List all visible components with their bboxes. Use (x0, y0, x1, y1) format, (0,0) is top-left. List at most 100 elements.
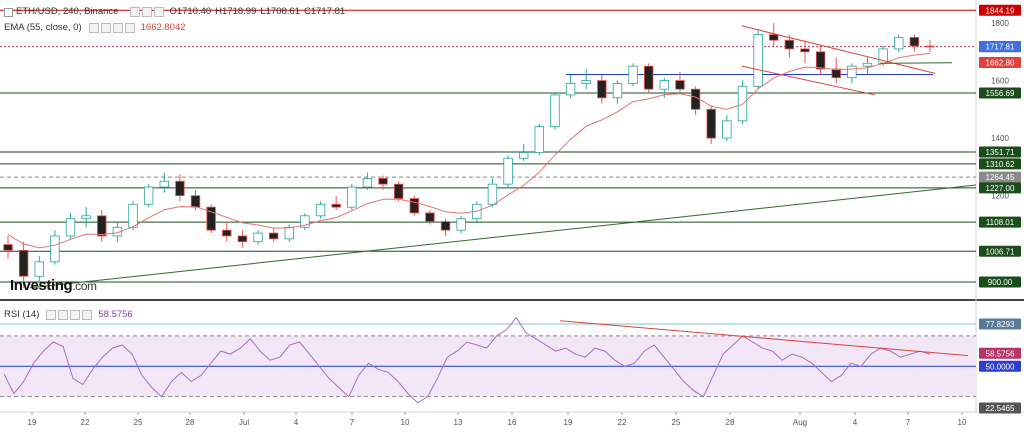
date-tick-label: Jul (239, 418, 249, 427)
candle-body (831, 68, 841, 79)
price-badge-5 (979, 87, 1021, 99)
candle-body (503, 157, 513, 185)
date-tick-label: 25 (134, 418, 143, 427)
price-badge-label-6: 1351.71 (986, 148, 1015, 157)
date-tick-label: 25 (672, 418, 681, 427)
price-badge-3 (979, 56, 1021, 68)
rsi-settings-icon[interactable] (58, 310, 69, 320)
rsi-badge-label-1: 58.5756 (986, 349, 1015, 358)
channel-lower[interactable] (741, 65, 876, 96)
candle-body (159, 180, 169, 188)
price-tick-label: 1400 (991, 134, 1009, 143)
price-badge-6 (979, 146, 1021, 158)
price-badge-10 (979, 216, 1021, 228)
candle-body (722, 120, 732, 139)
rsi-more-icon[interactable] (82, 310, 93, 320)
ema-close-icon[interactable] (112, 23, 123, 33)
candle-body (393, 183, 404, 199)
candle-body (753, 34, 763, 87)
candle-body (237, 235, 248, 243)
candle-body (143, 186, 154, 205)
rsi-badge-label-3: 22.5465 (986, 404, 1015, 413)
eye-icon[interactable] (130, 7, 141, 17)
date-tick-label: 22 (81, 418, 90, 427)
rsi-badge-1 (979, 347, 1021, 359)
candle-body (65, 218, 76, 237)
candle-body (737, 85, 748, 122)
date-tick-label: 7 (350, 418, 355, 427)
rsi-badge-label-2: 50.0000 (986, 362, 1015, 371)
rsi-legend: RSI (14) 58.5756 (4, 309, 133, 321)
date-tick-label: 10 (401, 418, 410, 427)
candle-body (362, 177, 373, 188)
date-tick-label: 19 (564, 418, 573, 427)
candle-body (18, 249, 29, 277)
date-tick-label: 28 (186, 418, 195, 427)
price-badge-label-11: 1006.71 (986, 247, 1015, 256)
candle-body (331, 203, 341, 208)
settings-icon[interactable] (142, 7, 153, 17)
rsi-value: 58.5756 (98, 309, 133, 320)
date-tick-label: 10 (958, 418, 967, 427)
candle-body (347, 186, 357, 208)
price-badge-11 (979, 245, 1021, 257)
candle-body (628, 65, 638, 84)
candle-body (565, 83, 576, 96)
ema-settings-icon[interactable] (100, 23, 111, 33)
rsi-trendline[interactable] (559, 320, 969, 357)
rsi-line[interactable] (3, 316, 931, 404)
rsi-eye-icon[interactable] (46, 310, 57, 320)
rsi-badge-3 (979, 402, 1021, 414)
date-tick-label: 7 (906, 418, 911, 427)
ohlc-open: O1710.40 (169, 6, 212, 17)
candle-body (894, 36, 904, 50)
date-tick-label: 19 (28, 418, 37, 427)
ema-legend: EMA (55, close, 0) 1662.8042 (4, 22, 186, 34)
price-badge-9 (979, 182, 1021, 194)
long-trendline[interactable] (29, 184, 977, 289)
price-badge-label-2: 1717.81 (986, 43, 1015, 52)
candle-body (581, 80, 591, 84)
collapse-icon[interactable] (4, 7, 13, 17)
candle-body (81, 215, 91, 220)
price-tick-label: 1800 (991, 19, 1009, 28)
candle-body (315, 203, 326, 217)
price-badge-2 (979, 41, 1021, 53)
price-badge-12 (979, 276, 1021, 288)
date-tick-label: 28 (726, 418, 735, 427)
price-badge-label-10: 1108.01 (986, 218, 1015, 227)
ohlc-close: C1717.81 (304, 6, 346, 17)
candle-body (50, 235, 60, 263)
price-badge-label-3: 1662.80 (986, 58, 1015, 67)
candle-body (487, 183, 498, 205)
price-badge-0 (979, 4, 1021, 16)
symbol-label: ETH/USD, 240, Binance (16, 6, 119, 17)
candle-body (456, 218, 466, 231)
candle-body (378, 177, 388, 185)
candle-body (97, 215, 107, 237)
candle-body (769, 34, 779, 41)
candle-body (440, 221, 451, 231)
price-badge-8 (979, 171, 1021, 183)
candle-body (253, 232, 263, 243)
candle-body (425, 212, 435, 222)
ema-line[interactable] (7, 52, 931, 249)
candle-body (597, 80, 607, 99)
more-icon[interactable] (154, 7, 165, 17)
ema-eye-icon[interactable] (88, 23, 99, 33)
short-green-segment[interactable] (879, 62, 953, 64)
date-tick-label: 16 (508, 418, 517, 427)
rsi-badge-2 (979, 360, 1021, 372)
candle-body (3, 244, 13, 251)
candle-body (222, 229, 232, 237)
price-badge-label-5: 1556.69 (986, 89, 1015, 98)
investing-logo: Investing.com (10, 277, 97, 294)
candle-body (644, 65, 654, 90)
rsi-close-icon[interactable] (70, 310, 81, 320)
price-badge-label-8: 1264.45 (986, 173, 1015, 182)
channel-upper[interactable] (741, 25, 936, 74)
ema-more-icon[interactable] (124, 23, 135, 33)
candle-body (409, 198, 420, 214)
price-badge-7 (979, 158, 1021, 170)
